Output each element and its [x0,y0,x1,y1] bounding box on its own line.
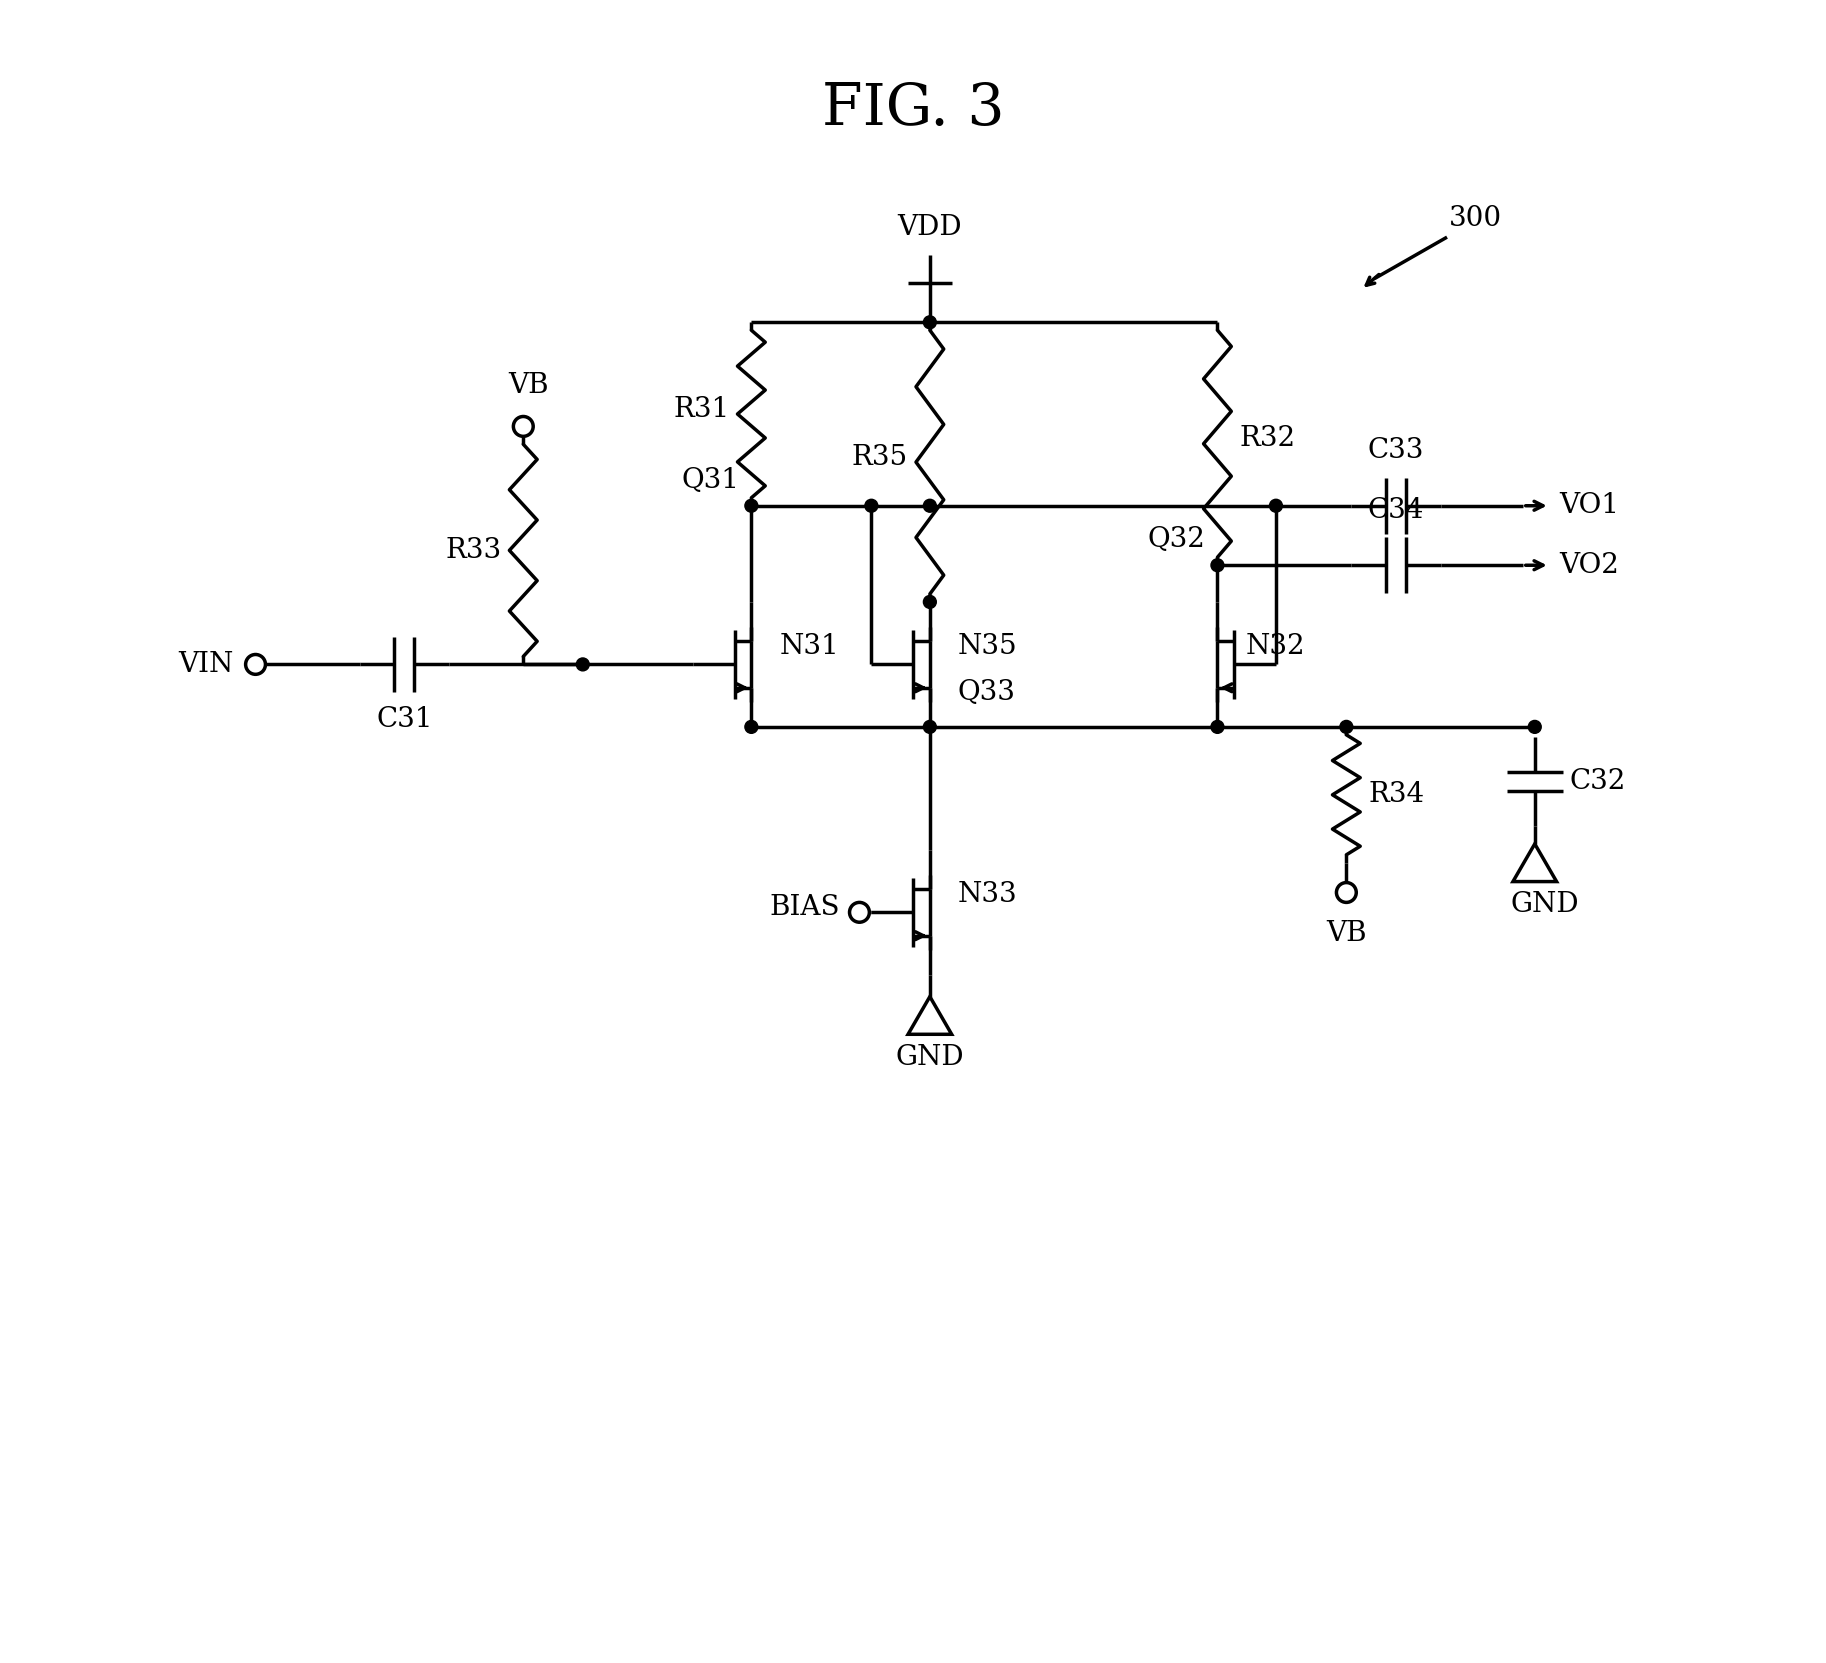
Text: C31: C31 [376,707,433,733]
Text: R34: R34 [1368,782,1424,808]
Text: Q33: Q33 [957,679,1015,705]
Text: R32: R32 [1240,426,1295,452]
Circle shape [924,316,937,329]
Text: GND: GND [895,1044,964,1071]
Text: 300: 300 [1448,205,1501,231]
Circle shape [1211,559,1223,572]
Text: N32: N32 [1245,634,1306,660]
Text: Q31: Q31 [681,467,740,494]
Circle shape [1340,720,1353,733]
Text: VDD: VDD [898,215,962,241]
Circle shape [924,595,937,609]
Circle shape [577,659,590,670]
Text: N31: N31 [780,634,838,660]
Text: VB: VB [508,371,548,399]
Text: R33: R33 [446,537,502,564]
Circle shape [1211,720,1223,733]
Circle shape [866,499,878,512]
Text: N35: N35 [957,634,1017,660]
Text: FIG. 3: FIG. 3 [822,81,1004,136]
Text: N33: N33 [957,881,1017,908]
Circle shape [924,499,937,512]
Text: C32: C32 [1570,768,1625,795]
Text: VIN: VIN [179,650,234,679]
Text: C33: C33 [1368,437,1424,464]
Circle shape [1269,499,1282,512]
Circle shape [745,720,758,733]
Text: VO2: VO2 [1559,552,1620,579]
Circle shape [1528,720,1541,733]
Text: C34: C34 [1368,497,1424,524]
Text: R35: R35 [853,444,908,471]
Text: VB: VB [1326,920,1366,948]
Text: R31: R31 [674,396,730,422]
Text: VO1: VO1 [1559,492,1620,519]
Circle shape [924,720,937,733]
Circle shape [745,499,758,512]
Text: BIAS: BIAS [769,893,840,921]
Text: GND: GND [1510,891,1579,918]
Text: Q32: Q32 [1149,527,1205,554]
